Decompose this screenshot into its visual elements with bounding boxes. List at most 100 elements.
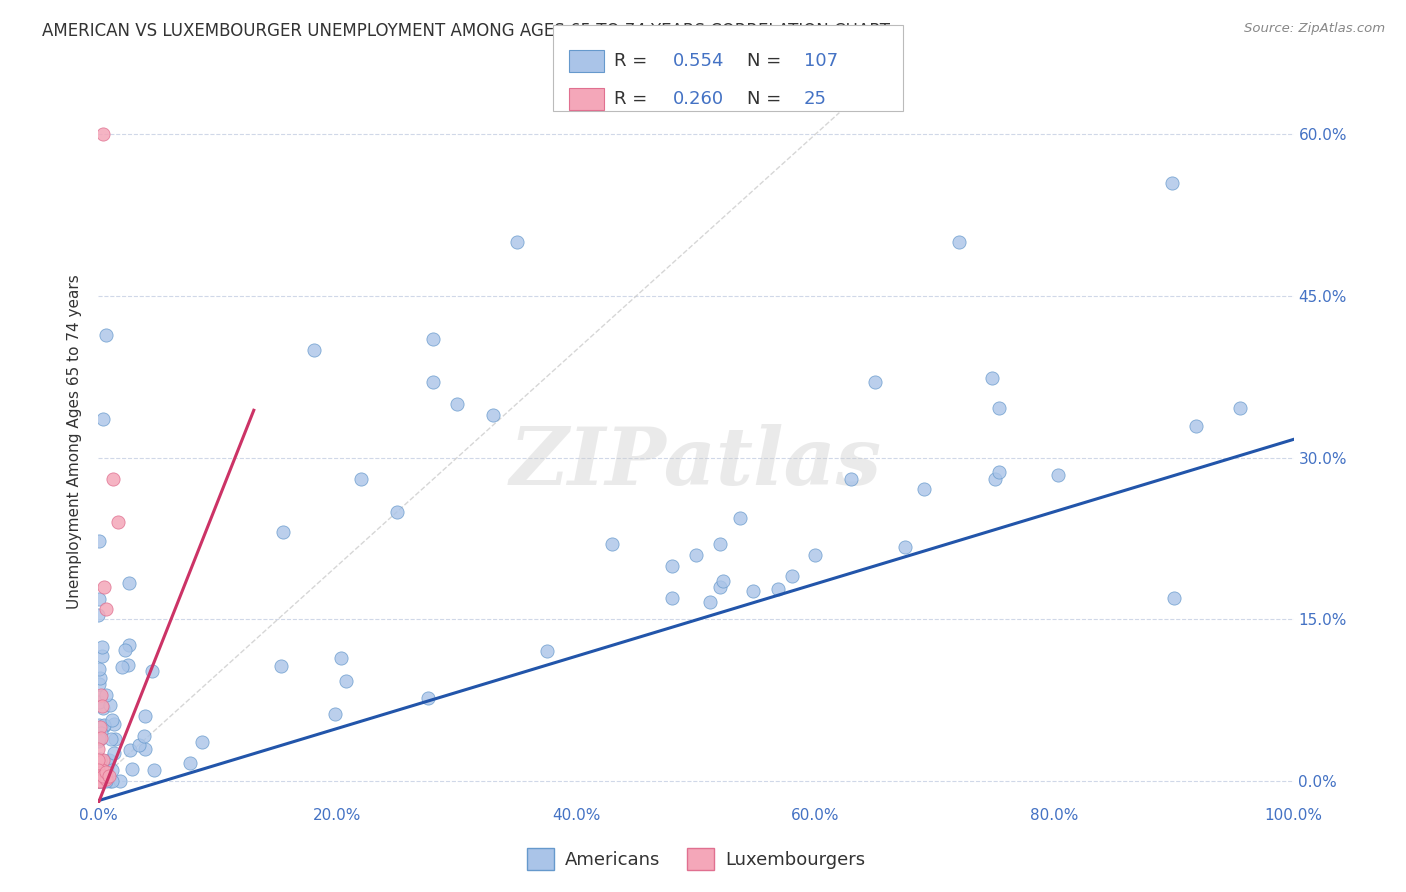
Point [87, 753, 110, 767]
Point [94, 755, 117, 769]
Point [134, 742, 156, 756]
Text: ZIPatlas: ZIPatlas [510, 425, 882, 502]
Point [107, 516, 129, 530]
Point [118, 639, 141, 653]
Point [87, 772, 110, 786]
Text: AMERICAN VS LUXEMBOURGER UNEMPLOYMENT AMONG AGES 65 TO 74 YEARS CORRELATION CHAR: AMERICAN VS LUXEMBOURGER UNEMPLOYMENT AM… [42, 22, 890, 40]
Point [804, 548, 827, 562]
Point [93, 763, 115, 777]
Point [948, 235, 970, 249]
Point [91, 127, 114, 141]
Point [90, 726, 112, 740]
Text: 0.260: 0.260 [673, 90, 724, 108]
Point [94, 774, 117, 789]
Point [108, 774, 131, 789]
Point [91, 648, 114, 663]
Point [94, 601, 117, 615]
Point [134, 709, 156, 723]
Point [91, 764, 114, 778]
Point [91, 701, 114, 715]
Point [1184, 419, 1206, 434]
Y-axis label: Unemployment Among Ages 65 to 74 years: Unemployment Among Ages 65 to 74 years [67, 274, 83, 609]
Point [101, 763, 124, 777]
Point [93, 580, 115, 594]
Point [350, 472, 373, 486]
Point [87, 742, 110, 756]
Point [91, 753, 114, 767]
Point [89, 769, 111, 783]
Point [87, 734, 110, 748]
Text: N =: N = [748, 53, 787, 70]
Point [93, 718, 115, 732]
Point [89, 690, 111, 704]
Point [87, 774, 110, 789]
Point [87, 608, 110, 623]
Point [104, 732, 127, 747]
Point [865, 376, 887, 390]
Point [91, 774, 114, 789]
Point [96, 688, 118, 702]
Point [481, 408, 505, 422]
Point [709, 580, 731, 594]
Point [94, 764, 117, 779]
Point [98, 698, 121, 713]
Point [841, 472, 863, 486]
Point [988, 401, 1011, 416]
Point [270, 658, 292, 673]
Point [89, 731, 111, 746]
Point [685, 548, 707, 562]
Point [661, 558, 683, 573]
Legend: Americans, Luxembourgers: Americans, Luxembourgers [520, 840, 872, 877]
Point [87, 718, 110, 732]
Point [90, 774, 112, 789]
Point [323, 706, 346, 721]
Point [87, 764, 110, 778]
Point [87, 774, 110, 789]
Point [91, 412, 114, 426]
Point [709, 537, 731, 551]
Point [422, 332, 444, 346]
Point [711, 574, 734, 588]
Point [506, 235, 529, 249]
Point [89, 754, 111, 768]
Point [699, 595, 721, 609]
Text: 107: 107 [804, 53, 838, 70]
Point [1229, 401, 1251, 416]
Point [984, 472, 1007, 486]
Point [89, 751, 111, 765]
Point [134, 729, 156, 743]
Point [98, 768, 121, 782]
Point [89, 662, 111, 676]
Point [87, 769, 110, 783]
Point [91, 764, 114, 778]
Point [446, 397, 468, 411]
Point [128, 739, 150, 753]
Point [87, 677, 110, 691]
Point [87, 774, 110, 789]
Point [87, 533, 110, 548]
Point [89, 731, 111, 746]
Point [90, 688, 112, 702]
Point [302, 343, 325, 357]
Point [422, 376, 444, 390]
Point [87, 774, 110, 789]
Point [87, 591, 110, 606]
Point [121, 762, 143, 776]
Point [271, 524, 294, 539]
Point [93, 769, 115, 783]
Point [94, 328, 117, 343]
Point [96, 765, 118, 780]
Point [118, 576, 141, 591]
Point [103, 717, 125, 731]
Point [742, 583, 765, 598]
Point [97, 754, 120, 768]
Point [93, 774, 115, 789]
Point [101, 774, 124, 789]
Text: Source: ZipAtlas.com: Source: ZipAtlas.com [1244, 22, 1385, 36]
Point [142, 764, 165, 778]
Point [179, 756, 201, 770]
Point [912, 483, 935, 497]
Text: N =: N = [748, 90, 787, 108]
Point [418, 690, 440, 705]
Point [94, 772, 117, 786]
